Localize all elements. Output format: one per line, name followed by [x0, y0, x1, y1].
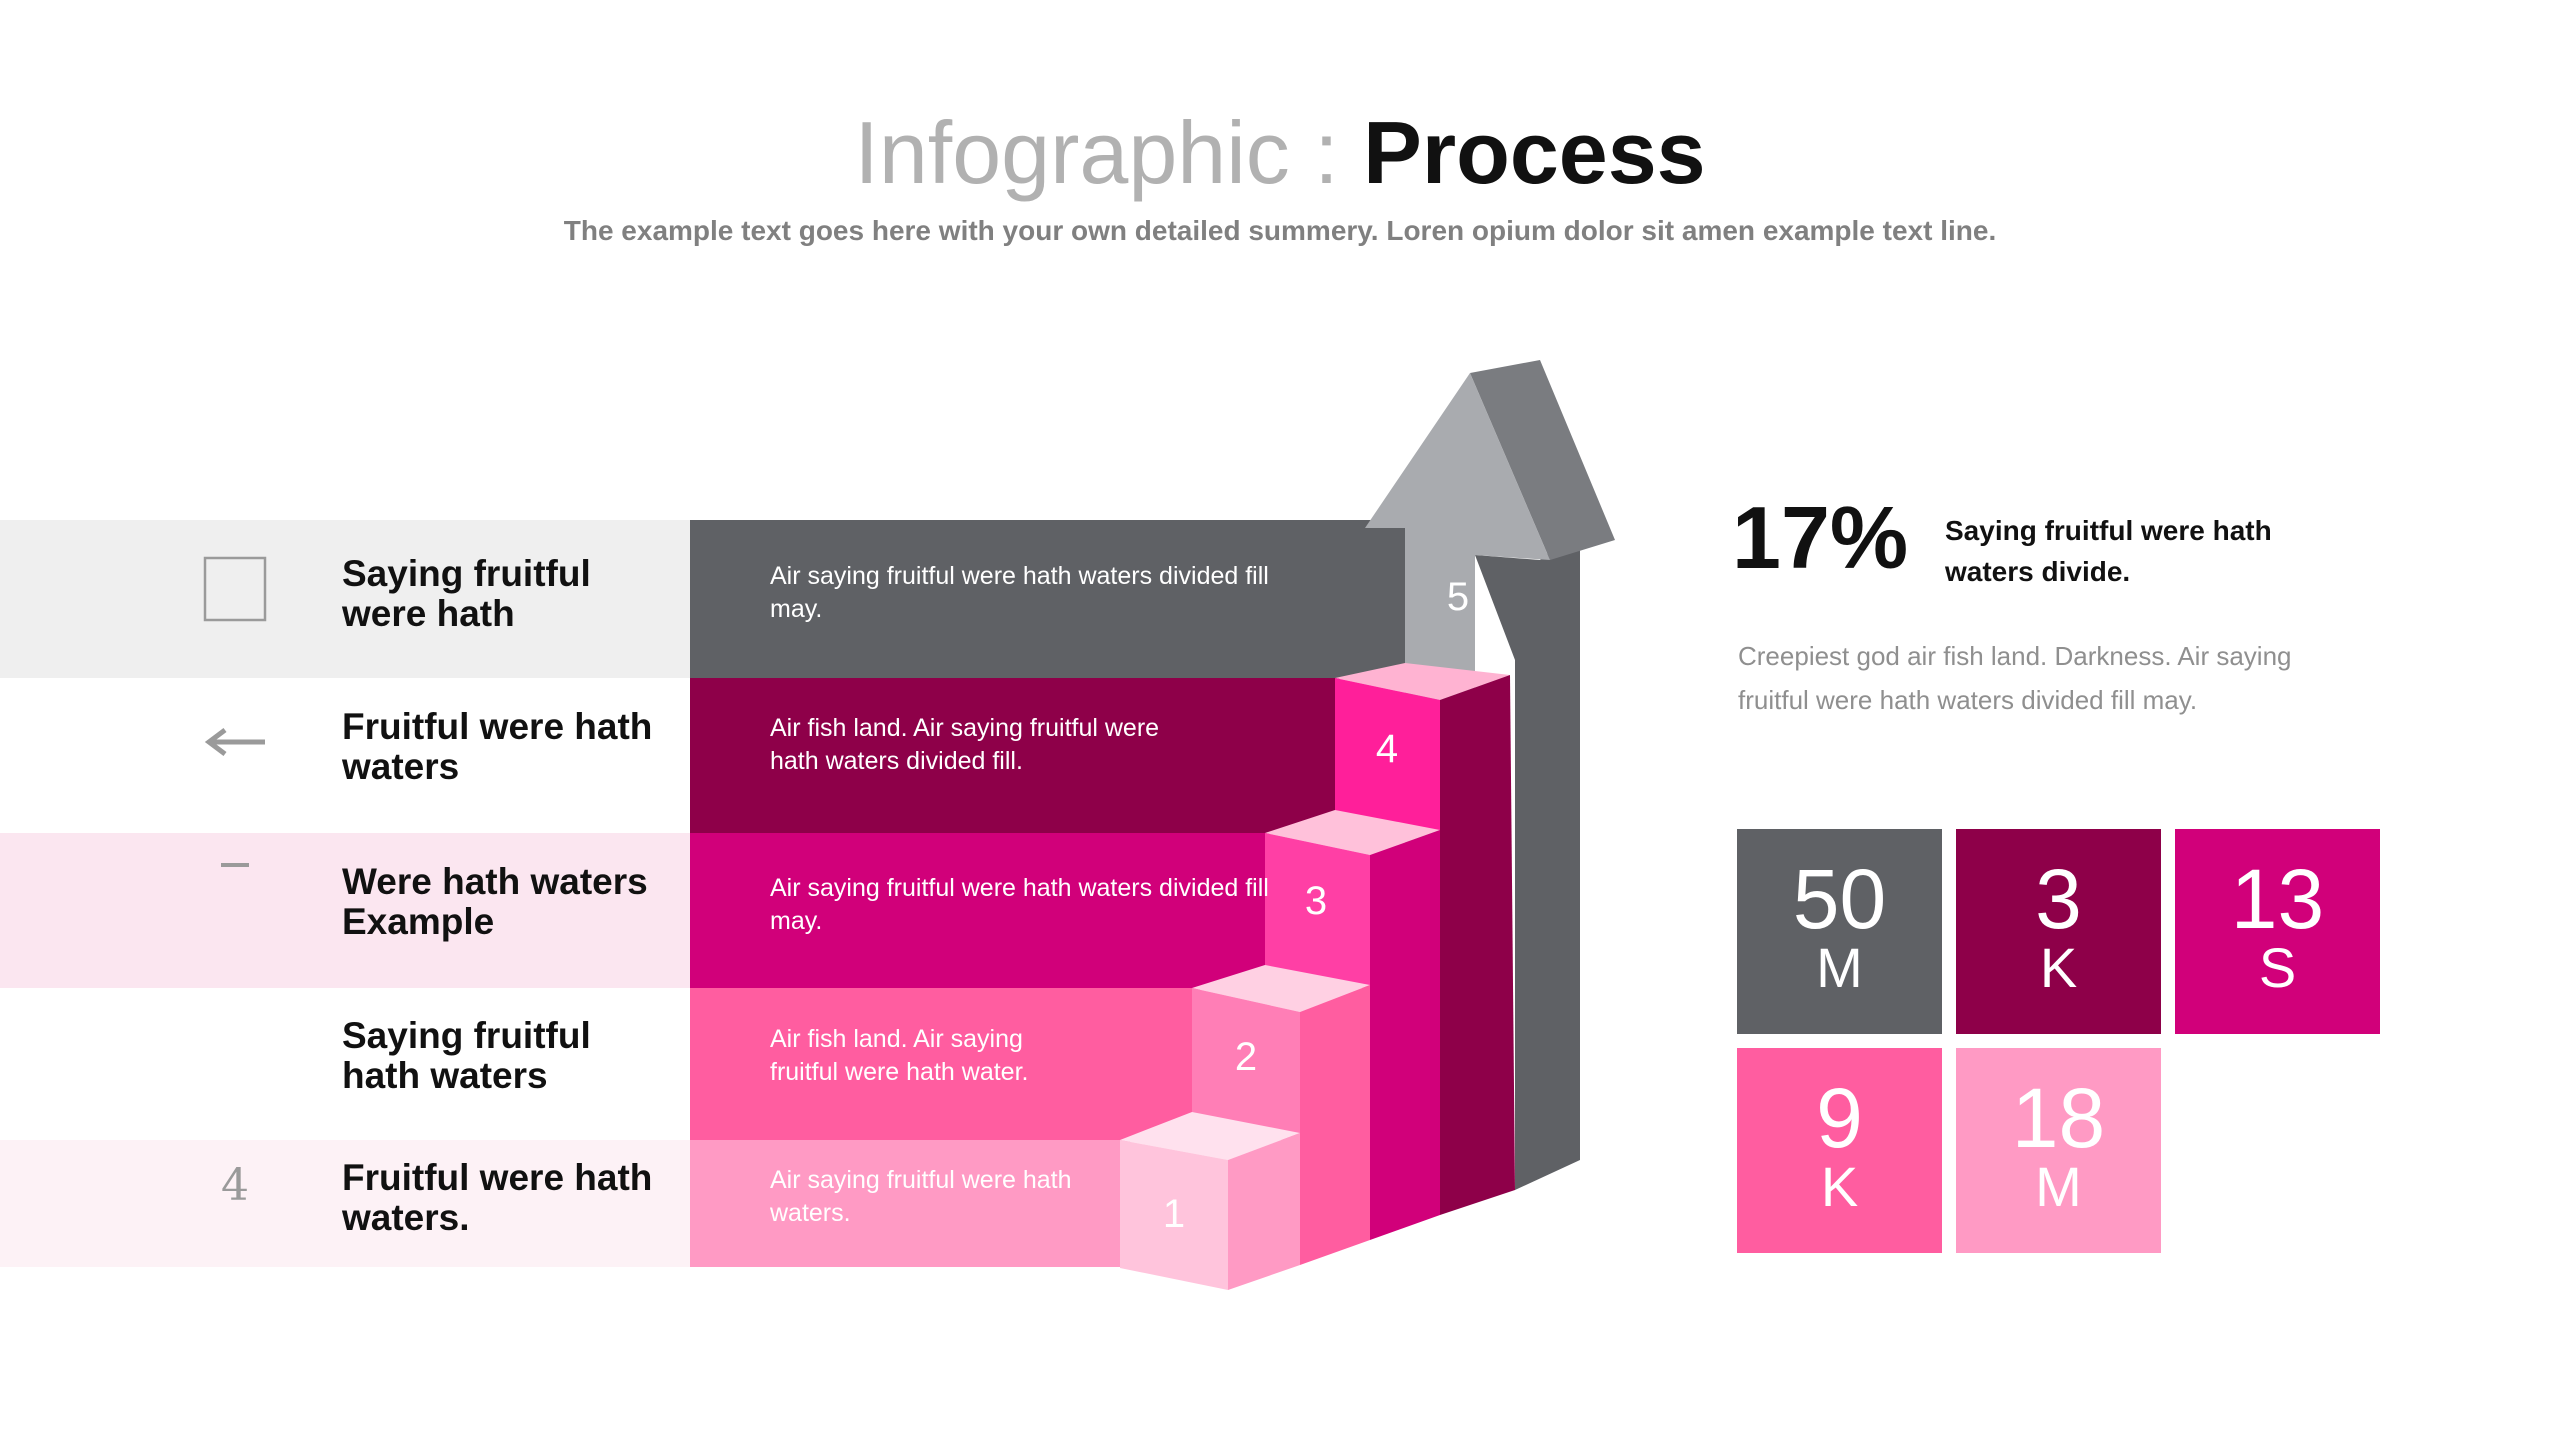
row-1-background [0, 520, 690, 678]
band-2 [690, 678, 1340, 833]
page-subtitle: The example text goes here with your own… [563, 215, 1997, 246]
row-2-background [0, 678, 690, 833]
tile-unit: M [2035, 1155, 2082, 1218]
row-3-background [0, 833, 690, 988]
band-5 [690, 1140, 1130, 1267]
row-label-1: Saying fruitful were hath [342, 553, 591, 634]
number-four-icon: 4 [221, 1160, 249, 1211]
stat-tile-13s: 13 S [2175, 829, 2380, 1034]
tile-number: 13 [2230, 852, 2325, 946]
row-4-background [0, 988, 690, 1140]
title-bold: Process [1363, 103, 1706, 202]
stat-percent: 17% [1732, 488, 1909, 587]
step-5-number: 5 [1447, 575, 1469, 619]
band-1 [690, 520, 1410, 678]
tile-unit: K [2039, 936, 2078, 999]
stat-headline: Saying fruitful were hath waters divide. [1945, 515, 2272, 587]
step-3-number: 3 [1305, 879, 1327, 923]
tile-number: 50 [1792, 852, 1887, 946]
band-text-2: Air fish land. Air saying fruitful were … [770, 714, 1160, 775]
stat-tile-9k: 9 K [1737, 1048, 1942, 1253]
tile-number: 3 [2035, 852, 2082, 946]
page-title: Infographic : Process [0, 98, 2560, 208]
band-text-5: Air saying fruitful were hath waters. [770, 1166, 1072, 1227]
tile-number: 9 [1816, 1071, 1863, 1165]
stat-tile-3k: 3 K [1956, 829, 2161, 1034]
row-5-background [0, 1140, 690, 1267]
stat-tile-50m: 50 M [1737, 829, 1942, 1034]
band-text-4: Air fish land. Air saying fruitful were … [770, 1025, 1029, 1086]
minus-icon [180, 850, 290, 880]
row-label-3: Were hath waters Example [342, 861, 648, 942]
band-text-3: Air saying fruitful were hath waters div… [770, 874, 1269, 935]
row-label-4: Saying fruitful hath waters [342, 1015, 591, 1096]
tile-unit: M [1816, 936, 1863, 999]
tile-unit: S [2258, 936, 2297, 999]
band-4 [690, 988, 1200, 1140]
arrow-left-icon [180, 722, 290, 762]
step-1-number: 1 [1163, 1192, 1185, 1236]
title-light: Infographic : [854, 103, 1364, 202]
square-icon [180, 556, 290, 622]
stat-tile-18m: 18 M [1956, 1048, 2161, 1253]
row-label-5: Fruitful were hath waters. [342, 1157, 653, 1238]
step-4-number: 4 [1376, 727, 1398, 771]
band-3 [690, 833, 1270, 988]
tile-unit: K [1820, 1155, 1859, 1218]
step-2-number: 2 [1235, 1035, 1257, 1079]
row-label-2: Fruitful were hath waters [342, 706, 653, 787]
stat-body: Creepiest god air fish land. Darkness. A… [1738, 641, 2292, 715]
band-text-1: Air saying fruitful were hath waters div… [770, 562, 1269, 623]
tile-number: 18 [2011, 1071, 2106, 1165]
